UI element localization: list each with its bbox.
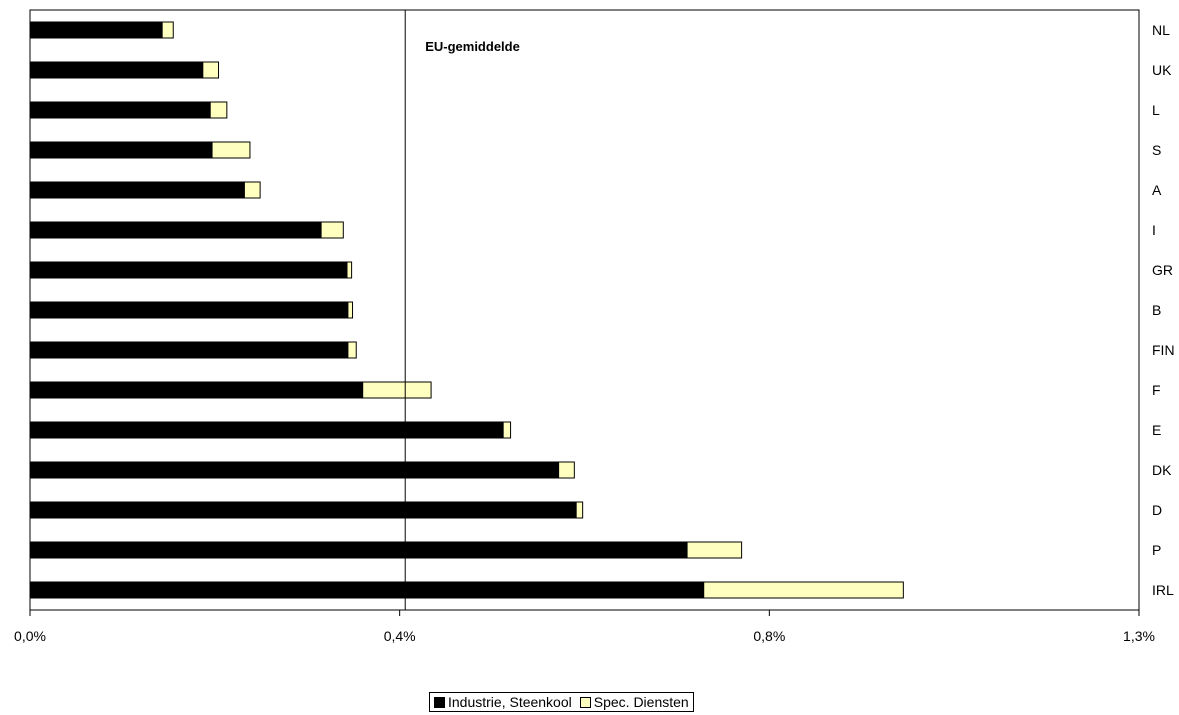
category-label-p: P bbox=[1152, 542, 1161, 558]
bar-p-industrie bbox=[29, 541, 688, 559]
bar-nl-spec-diensten bbox=[161, 21, 174, 39]
bar-f-spec-diensten bbox=[362, 381, 432, 399]
category-label-uk: UK bbox=[1152, 62, 1172, 78]
bar-b-spec-diensten bbox=[347, 301, 354, 319]
category-label-f: F bbox=[1152, 382, 1161, 398]
bar-d-spec-diensten bbox=[575, 501, 584, 519]
bar-d-industrie bbox=[29, 501, 577, 519]
bar-s-industrie bbox=[29, 141, 213, 159]
bar-uk-spec-diensten bbox=[202, 61, 220, 79]
legend-label-spec-diensten: Spec. Diensten bbox=[593, 694, 689, 710]
category-label-gr: GR bbox=[1152, 262, 1173, 278]
x-tick-label-0: 0,0% bbox=[14, 628, 46, 644]
category-label-nl: NL bbox=[1152, 22, 1170, 38]
category-label-b: B bbox=[1152, 302, 1161, 318]
category-label-irl: IRL bbox=[1152, 582, 1174, 598]
bars-group bbox=[29, 21, 904, 599]
bar-s-spec-diensten bbox=[211, 141, 251, 159]
category-label-a: A bbox=[1152, 182, 1162, 198]
bar-l-spec-diensten bbox=[209, 101, 228, 119]
plot-frame bbox=[29, 9, 1140, 611]
bar-e-industrie bbox=[29, 421, 504, 439]
bar-irl-industrie bbox=[29, 581, 705, 599]
bar-a-spec-diensten bbox=[243, 181, 261, 199]
bar-b-industrie bbox=[29, 301, 349, 319]
bar-i-industrie bbox=[29, 221, 322, 239]
bar-irl-spec-diensten bbox=[703, 581, 904, 599]
category-labels: NL UK L S A I GR B FIN F E DK D P IRL bbox=[1152, 22, 1175, 598]
bar-a-industrie bbox=[29, 181, 245, 199]
category-label-dk: DK bbox=[1152, 462, 1172, 478]
x-tick-label-3: 1,3% bbox=[1123, 628, 1155, 644]
bar-uk-industrie bbox=[29, 61, 204, 79]
legend-label-industrie: Industrie, Steenkool bbox=[448, 694, 572, 710]
bar-e-spec-diensten bbox=[502, 421, 512, 439]
x-tick-label-1: 0,4% bbox=[384, 628, 416, 644]
eu-average-label: EU-gemiddelde bbox=[425, 39, 520, 54]
bar-gr-industrie bbox=[29, 261, 348, 279]
bar-f-industrie bbox=[29, 381, 364, 399]
category-label-i: I bbox=[1152, 222, 1156, 238]
x-tick-label-2: 0,8% bbox=[753, 628, 785, 644]
bar-dk-spec-diensten bbox=[558, 461, 575, 479]
category-label-d: D bbox=[1152, 502, 1162, 518]
bar-gr-spec-diensten bbox=[346, 261, 353, 279]
legend-swatch-industrie bbox=[434, 696, 445, 708]
legend-swatch-spec-diensten bbox=[579, 696, 591, 708]
bar-fin-industrie bbox=[29, 341, 349, 359]
bar-l-industrie bbox=[29, 101, 211, 119]
category-label-fin: FIN bbox=[1152, 342, 1175, 358]
legend-item-spec-diensten: Spec. Diensten bbox=[579, 694, 689, 710]
bar-dk-industrie bbox=[29, 461, 560, 479]
legend-item-industrie: Industrie, Steenkool bbox=[434, 694, 572, 710]
category-label-l: L bbox=[1152, 102, 1160, 118]
bar-i-spec-diensten bbox=[320, 221, 344, 239]
category-label-e: E bbox=[1152, 422, 1161, 438]
bar-fin-spec-diensten bbox=[347, 341, 357, 359]
legend: Industrie, Steenkool Spec. Diensten bbox=[429, 692, 694, 712]
bar-p-spec-diensten bbox=[686, 541, 743, 559]
category-label-s: S bbox=[1152, 142, 1161, 158]
x-axis: 0,0% 0,4% 0,8% 1,3% bbox=[14, 610, 1155, 644]
bar-nl-industrie bbox=[29, 21, 163, 39]
